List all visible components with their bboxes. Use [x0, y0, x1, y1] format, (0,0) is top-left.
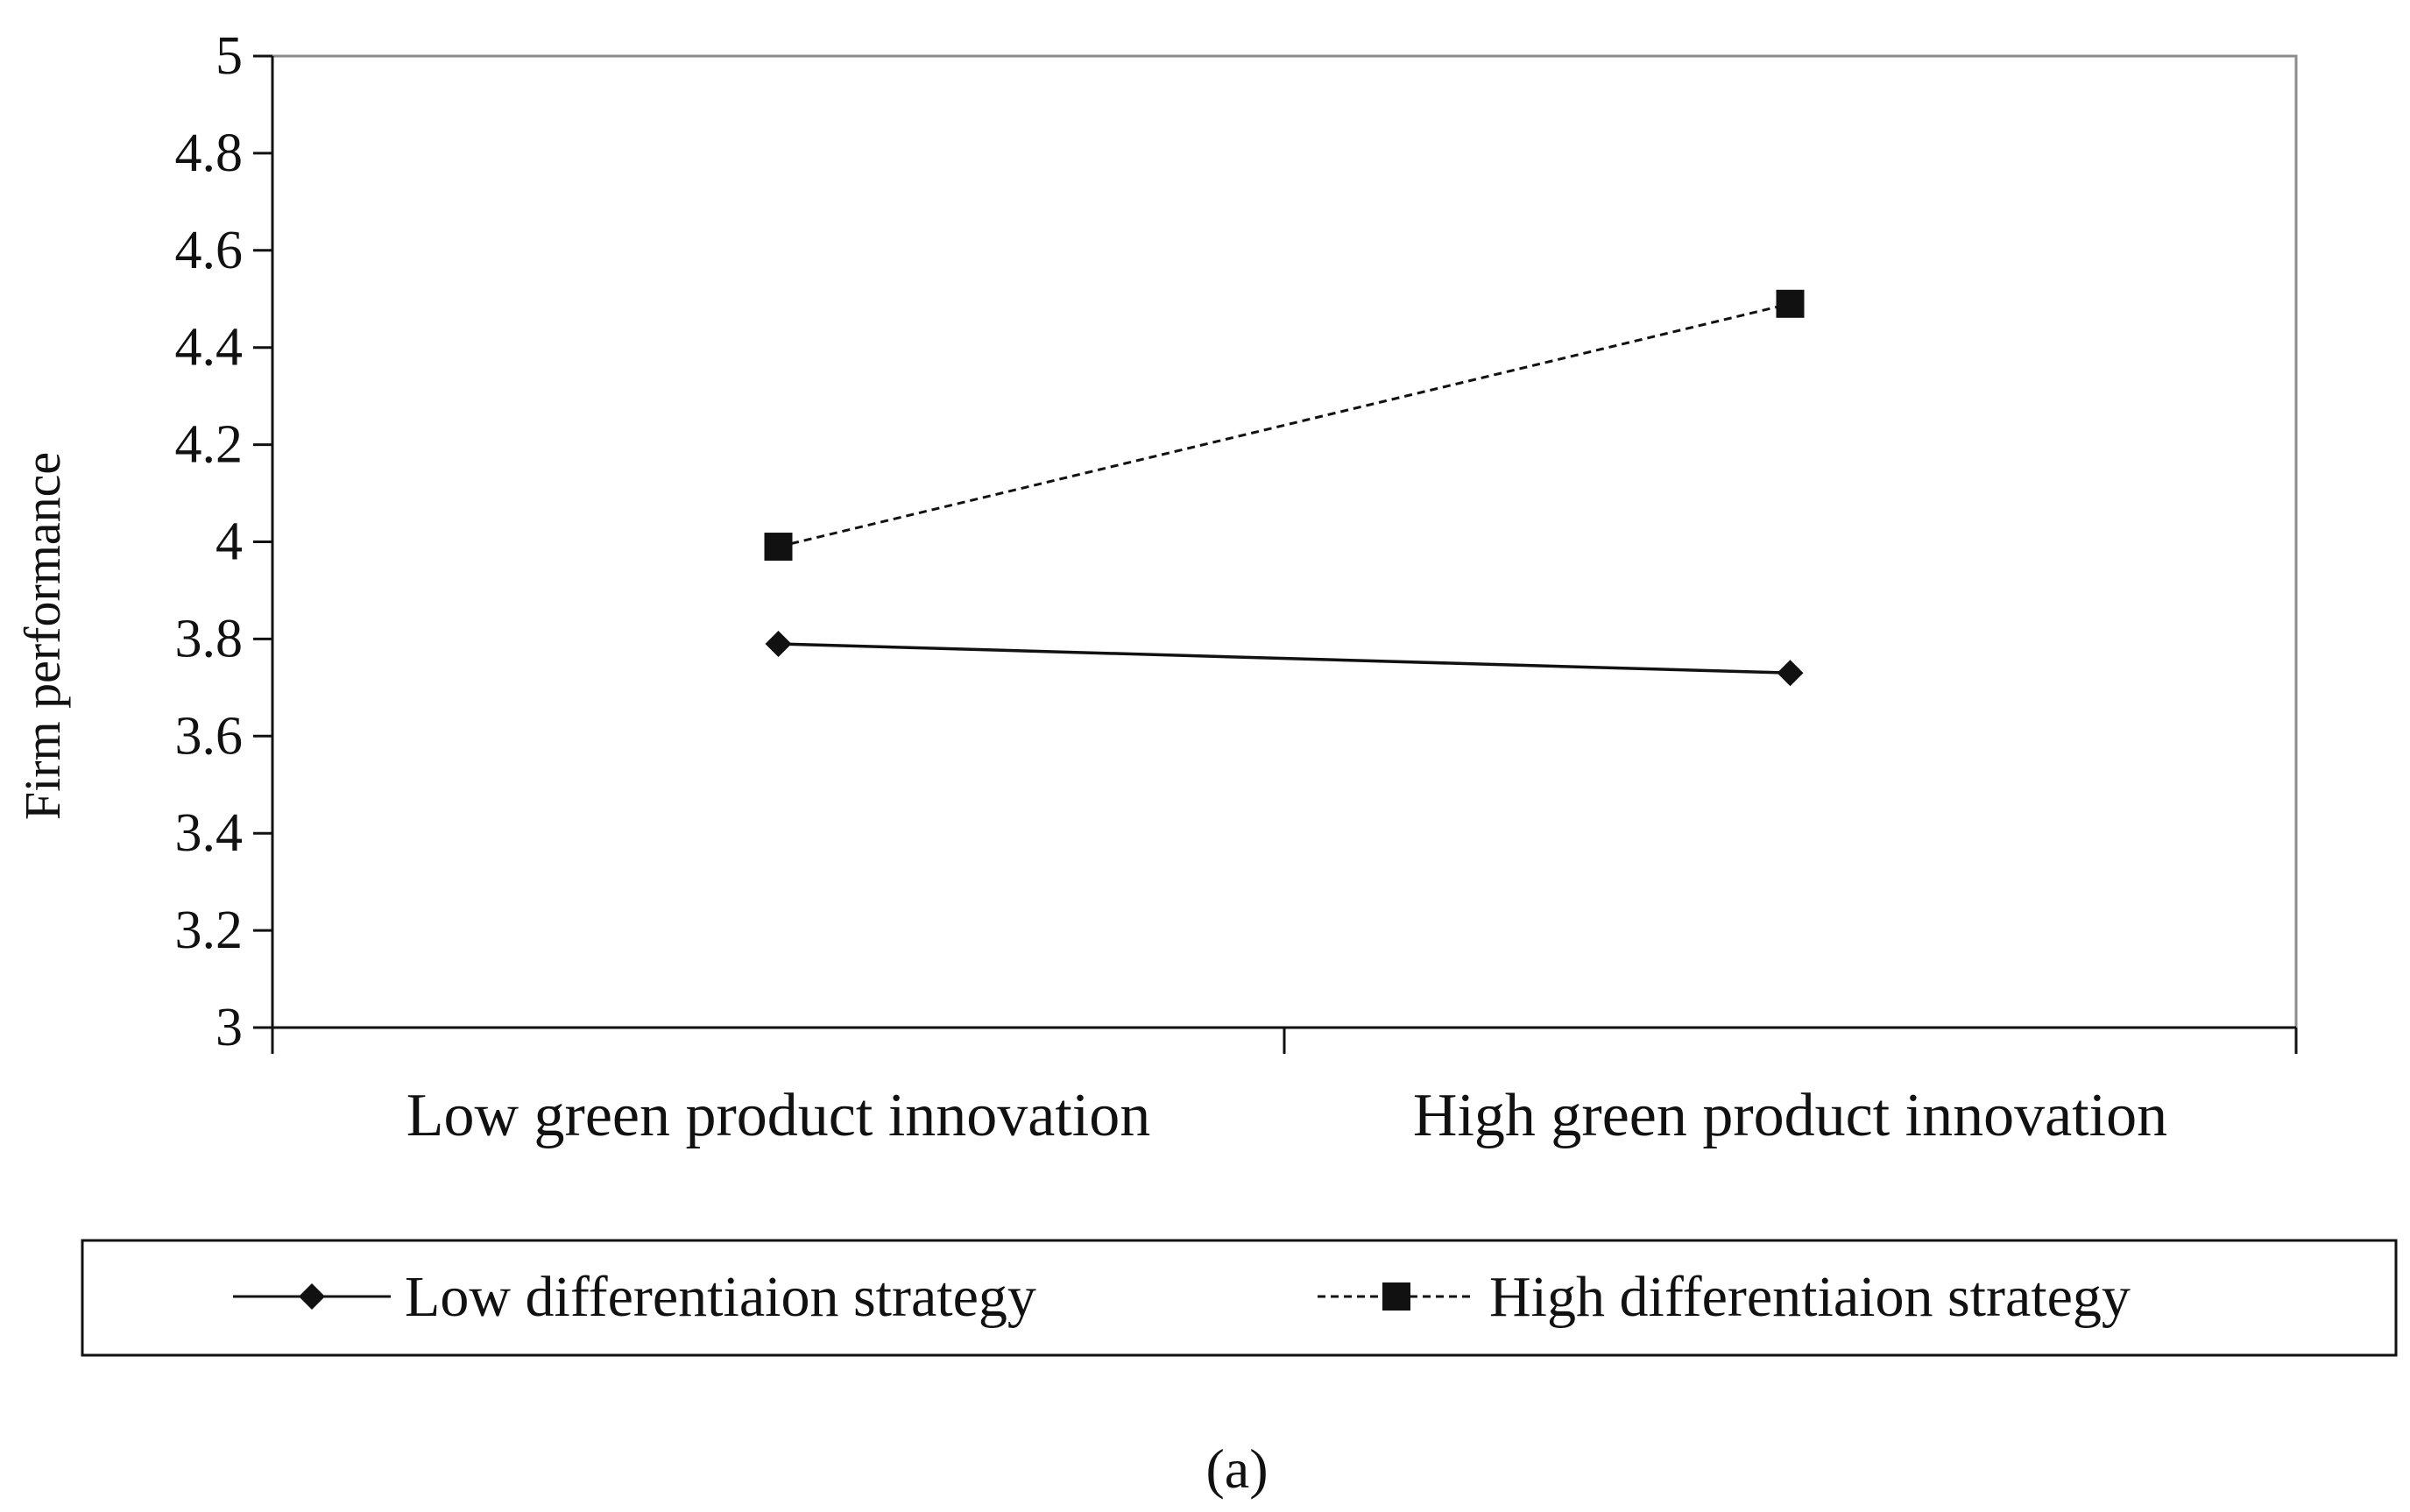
figure-caption: (a): [1205, 1438, 1268, 1500]
series-line: [778, 642, 1791, 675]
x-axis-ticks: Low green product innovation High green p…: [271, 1028, 2298, 1149]
data-point-diamond: [765, 630, 792, 657]
y-tick-label: 3.4: [175, 803, 244, 863]
y-tick-label: 3.2: [175, 901, 244, 960]
legend: Low differentiaion strategy High differen…: [81, 1239, 2398, 1357]
y-tick-label: 3: [216, 998, 243, 1057]
y-tick-label: 3.8: [175, 609, 244, 668]
legend-item: Low differentiaion strategy: [233, 1265, 1036, 1329]
plot-area-frame: [271, 54, 2298, 1029]
legend-box: [81, 1239, 2398, 1357]
y-tick-label: 4: [216, 512, 243, 572]
data-point-diamond: [1777, 660, 1804, 687]
y-axis-title: Firm performance: [14, 452, 71, 820]
series-solid: [765, 630, 1804, 687]
x-tick-label: Low green product innovation: [406, 1082, 1151, 1149]
legend-label: Low differentiaion strategy: [405, 1265, 1036, 1329]
y-tick-label: 4.2: [175, 415, 244, 475]
data-point-square: [1776, 289, 1805, 318]
y-tick-label: 3.6: [175, 706, 244, 766]
y-tick-label: 4.8: [175, 124, 244, 183]
y-tick-label: 4.4: [175, 318, 244, 378]
y-axis-ticks: 3 3.2 3.4 3.6 3.8 4 4.2 4.4 4.6 4.8 5: [175, 26, 272, 1057]
legend-items: Low differentiaion strategy High differen…: [233, 1265, 2131, 1329]
legend-item: High differentiaion strategy: [1318, 1265, 2131, 1329]
y-tick-label: 5: [216, 26, 243, 86]
data-point-square: [764, 533, 793, 562]
legend-label: High differentiaion strategy: [1489, 1265, 2131, 1329]
series-layer: [764, 289, 1805, 687]
series-dashed: [764, 289, 1805, 562]
data-point-diamond: [299, 1283, 325, 1310]
data-point-square: [1382, 1282, 1410, 1311]
y-tick-label: 4.6: [175, 221, 244, 280]
series-line: [778, 302, 1791, 548]
x-tick-label: High green product innovation: [1413, 1082, 2167, 1149]
